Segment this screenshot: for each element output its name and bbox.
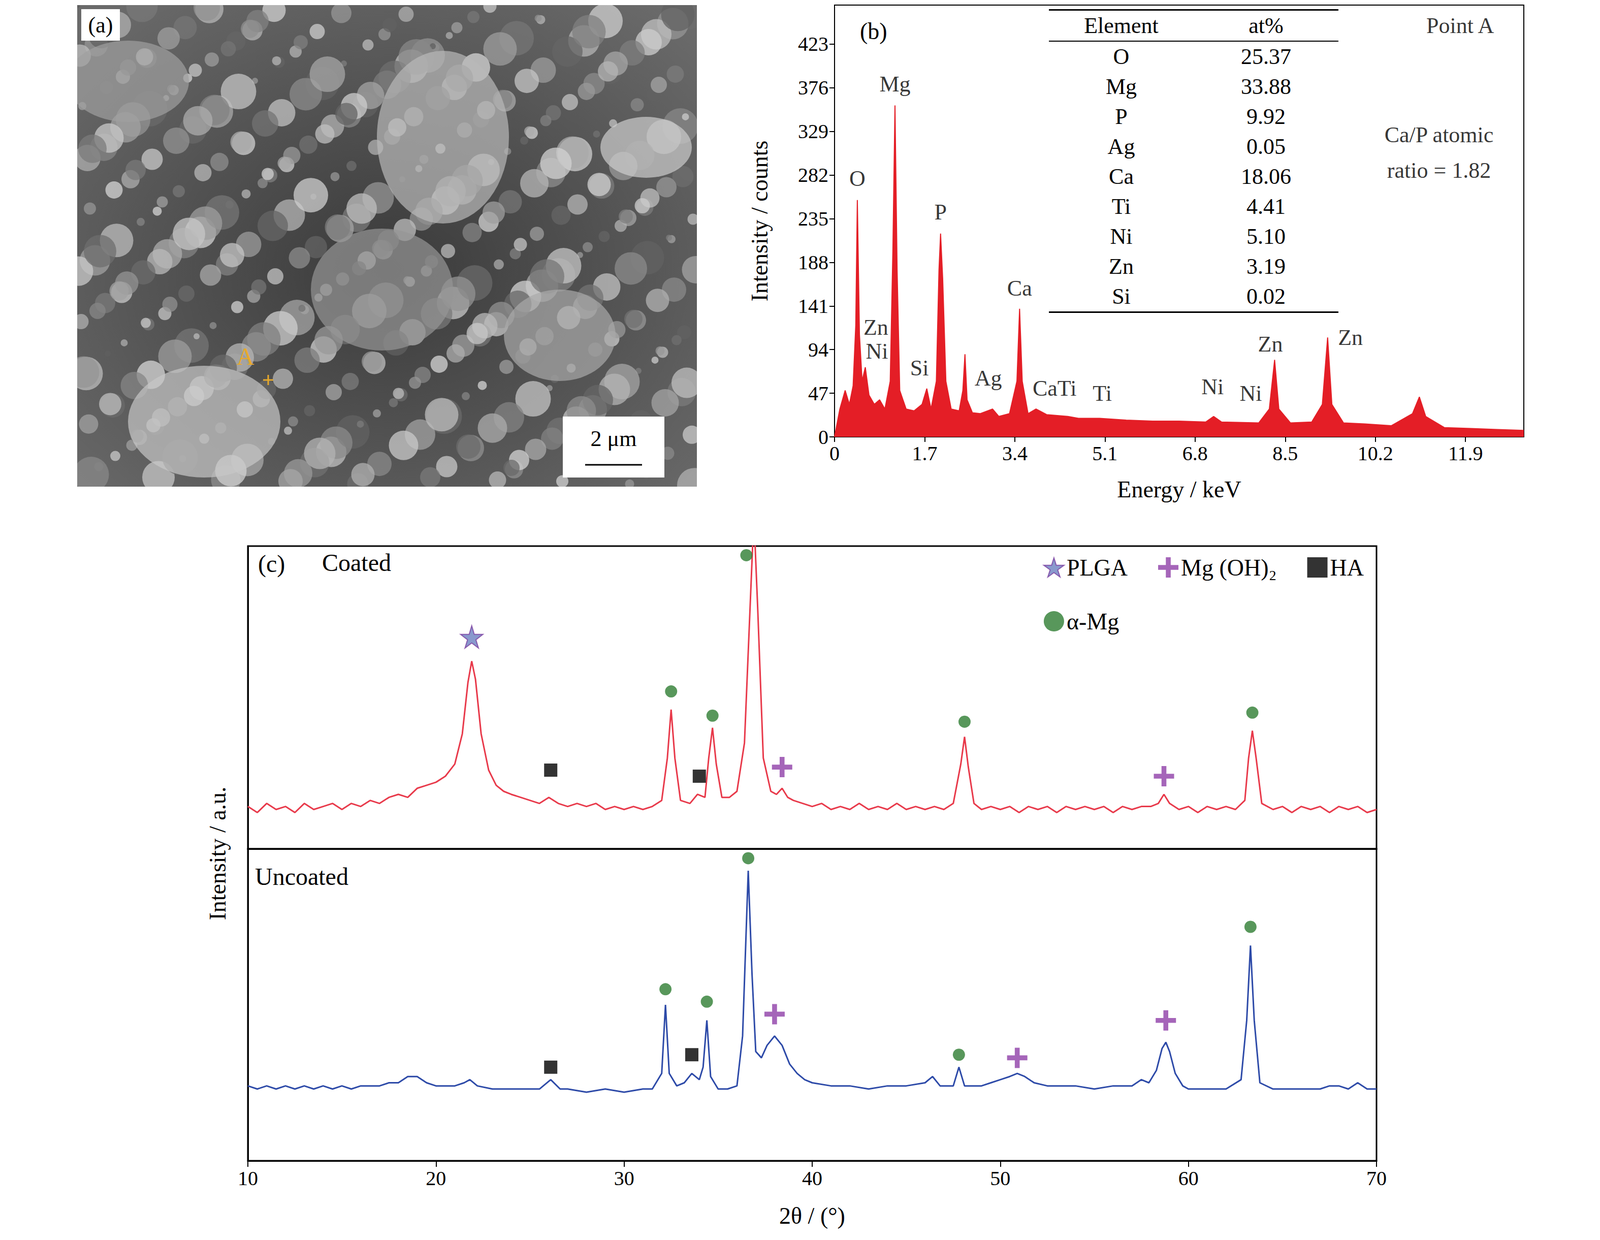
svg-text:30: 30 [614, 1166, 635, 1190]
html-text:33.88: 33.88 [1240, 74, 1292, 100]
svg-text:3.4: 3.4 [1002, 441, 1028, 465]
html-text:3.19: 3.19 [1246, 253, 1286, 279]
html-text:O: O [1113, 44, 1130, 70]
svg-text:141: 141 [797, 294, 829, 318]
svg-text:Point A: Point A [1426, 13, 1494, 39]
svg-text:Mg (OH)₂: Mg (OH)₂ [1180, 554, 1277, 581]
svg-text:Ca/P atomic: Ca/P atomic [1384, 122, 1494, 148]
svg-text:Mg: Mg [879, 71, 911, 97]
svg-text:Ni: Ni [1239, 380, 1262, 406]
html-text:at%: at% [1248, 13, 1284, 39]
svg-text:8.5: 8.5 [1272, 441, 1298, 465]
svg-text:(a): (a) [88, 12, 114, 38]
svg-text:50: 50 [989, 1166, 1011, 1190]
svg-text:47: 47 [808, 381, 829, 405]
svg-text:Zn: Zn [863, 314, 889, 340]
svg-text:Zn: Zn [1258, 331, 1284, 357]
html-text:5.10: 5.10 [1246, 224, 1286, 249]
svg-text:Ni: Ni [866, 338, 889, 364]
html-text:Ti: Ti [1111, 194, 1131, 219]
svg-text:1.7: 1.7 [911, 441, 938, 465]
svg-text:P: P [934, 199, 947, 225]
html-text:Ag: Ag [1107, 134, 1135, 159]
svg-text:376: 376 [797, 76, 829, 100]
html-text:Element: Element [1084, 13, 1159, 39]
svg-text:α-Mg: α-Mg [1066, 608, 1119, 635]
svg-text:423: 423 [797, 32, 829, 56]
html-text:Ca: Ca [1108, 164, 1134, 189]
svg-text:6.8: 6.8 [1182, 441, 1208, 465]
html-text:Si: Si [1111, 283, 1131, 309]
svg-text:(c): (c) [258, 550, 285, 578]
html-text:4.41: 4.41 [1246, 194, 1286, 219]
svg-text:5.1: 5.1 [1092, 441, 1118, 465]
svg-text:40: 40 [802, 1166, 823, 1190]
html-text:Mg: Mg [1105, 74, 1137, 100]
svg-text:Intensity / counts: Intensity / counts [746, 140, 773, 302]
svg-text:94: 94 [808, 338, 829, 362]
svg-text:10.2: 10.2 [1357, 441, 1394, 465]
html-text:9.92: 9.92 [1246, 104, 1286, 130]
html-text:Ni: Ni [1110, 224, 1133, 249]
html-text:0.05: 0.05 [1246, 134, 1286, 159]
svg-text:Ca: Ca [1007, 275, 1033, 301]
svg-text:Ti: Ti [1092, 380, 1112, 406]
svg-text:Zn: Zn [1337, 325, 1363, 350]
svg-text:Uncoated: Uncoated [254, 862, 349, 890]
svg-text:ratio = 1.82: ratio = 1.82 [1387, 157, 1491, 183]
svg-text:282: 282 [797, 163, 829, 187]
html-text:P: P [1115, 104, 1128, 130]
svg-text:Si: Si [910, 355, 930, 381]
svg-text:Ag: Ag [974, 365, 1003, 391]
svg-text:Intensity / a.u.: Intensity / a.u. [204, 786, 231, 920]
svg-text:329: 329 [797, 119, 829, 143]
svg-text:O: O [849, 166, 866, 191]
svg-text:(b): (b) [859, 18, 888, 45]
svg-text:CaTi: CaTi [1032, 375, 1077, 401]
svg-text:235: 235 [797, 207, 829, 231]
html-text:25.37: 25.37 [1240, 44, 1292, 70]
svg-text:11.9: 11.9 [1448, 441, 1484, 465]
html-text:18.06: 18.06 [1240, 164, 1292, 189]
svg-text:Energy / keV: Energy / keV [1116, 476, 1241, 503]
svg-text:0: 0 [829, 441, 840, 465]
svg-text:20: 20 [425, 1166, 446, 1190]
svg-text:A: A [236, 342, 255, 370]
svg-text:60: 60 [1178, 1166, 1199, 1190]
svg-text:188: 188 [797, 250, 829, 274]
svg-text:70: 70 [1366, 1166, 1387, 1190]
svg-text:Ni: Ni [1201, 374, 1224, 400]
html-text:Zn: Zn [1108, 253, 1134, 279]
svg-text:0: 0 [818, 425, 829, 449]
svg-text:Coated: Coated [322, 549, 392, 576]
svg-text:2 μm: 2 μm [590, 426, 637, 452]
html-text:0.02: 0.02 [1246, 283, 1286, 309]
svg-text:2θ / (°): 2θ / (°) [779, 1202, 846, 1229]
svg-text:HA: HA [1330, 554, 1364, 581]
svg-text:10: 10 [237, 1166, 259, 1190]
svg-text:PLGA: PLGA [1066, 554, 1128, 581]
